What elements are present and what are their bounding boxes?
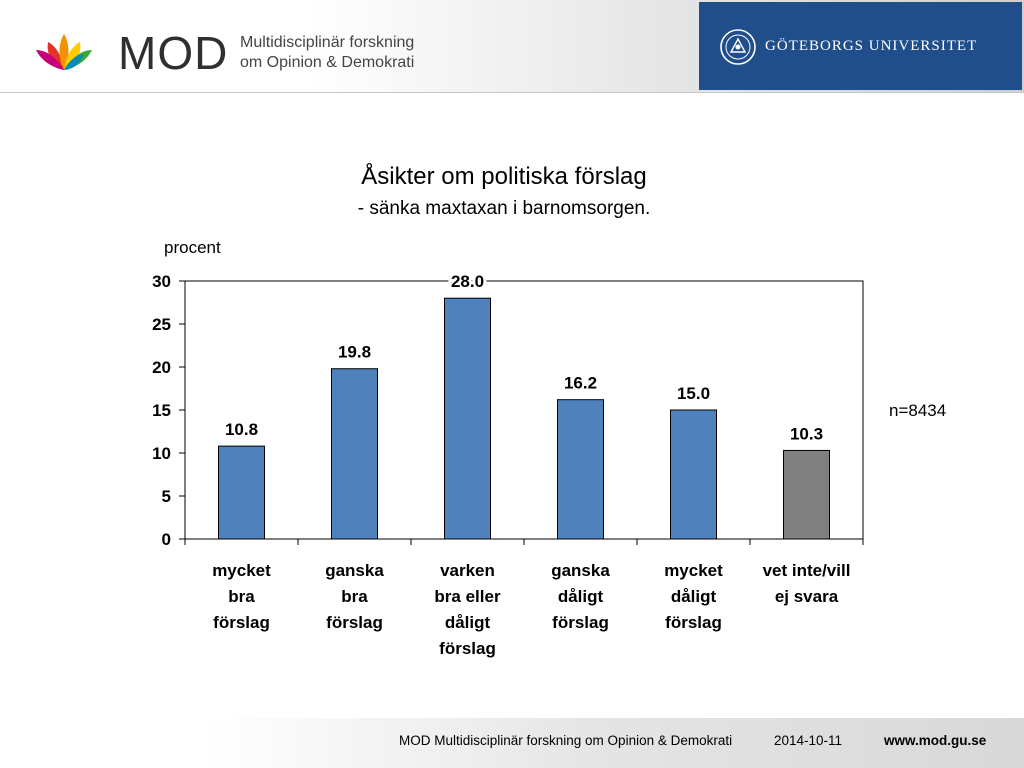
x-category-label-line: förslag [213, 613, 270, 632]
footer-bar [0, 718, 1024, 768]
plot-area [184, 280, 864, 540]
x-category-label-line: förslag [552, 613, 609, 632]
bar-value-label: 16.2 [564, 374, 597, 393]
x-category-label-line: förslag [439, 639, 496, 658]
x-category-label-line: dåligt [558, 587, 604, 606]
chart-title: Åsikter om politiska förslag [361, 163, 647, 190]
footer-date: 2014-10-11 [774, 733, 843, 748]
bar-value-label: 15.0 [677, 384, 710, 403]
org-name-line1: Multidisciplinär forskning [240, 34, 415, 51]
x-category-label: ganska dåligt förslag [551, 561, 610, 632]
footer-org-name: MOD Multidisciplinär forskning om Opinio… [399, 733, 733, 748]
x-category-label-line: varken [440, 561, 495, 580]
x-category-label-line: mycket [664, 561, 723, 580]
x-category-label: ganska bra förslag [325, 561, 384, 632]
bar [670, 409, 717, 540]
x-category-label-line: dåligt [445, 613, 491, 632]
bar-value-label: 28.0 [451, 272, 484, 291]
y-tick-label: 0 [162, 530, 171, 549]
bar [218, 445, 265, 540]
sample-size-annotation: n=8434 [889, 401, 947, 420]
y-tick-label: 15 [152, 401, 171, 420]
bar [557, 399, 604, 540]
y-tick-label: 20 [152, 358, 171, 377]
bar [444, 297, 491, 540]
x-category-label: vet inte/vill ej svara [763, 561, 851, 606]
x-category-label-line: ganska [325, 561, 384, 580]
x-category-label: mycket bra förslag [212, 561, 271, 632]
bar [331, 368, 378, 540]
x-category-label-line: bra [341, 587, 368, 606]
x-category-label-line: bra [228, 587, 255, 606]
org-name-line2: om Opinion & Demokrati [240, 54, 415, 71]
university-panel: GÖTEBORGS UNIVERSITET [699, 2, 1022, 90]
mod-flower-logo-icon [36, 34, 92, 70]
header-banner: MOD Multidisciplinär forskning om Opinio… [0, 0, 1024, 93]
y-tick-label: 30 [152, 272, 171, 291]
x-category-label-line: dåligt [671, 587, 717, 606]
y-tick-label: 10 [152, 444, 171, 463]
university-name: GÖTEBORGS UNIVERSITET [765, 38, 978, 54]
x-category-label-line: förslag [665, 613, 722, 632]
bar-value-label: 10.3 [790, 424, 823, 443]
bar-value-label: 19.8 [338, 343, 371, 362]
x-category-label: varken bra eller dåligt förslag [434, 561, 501, 658]
mod-logo-text: MOD [118, 27, 229, 79]
bar-value-label: 10.8 [225, 420, 258, 439]
bar-chart: 0 5 10 15 20 25 30 10.8 mycket bra förslag 19.8 gans… [152, 272, 864, 658]
x-category-label-line: vet inte/vill [763, 561, 851, 580]
footer-website-link[interactable]: www.mod.gu.se [884, 733, 987, 748]
x-category-label-line: bra eller [434, 587, 501, 606]
x-category-label: mycket dåligt förslag [664, 561, 723, 632]
x-category-label-line: mycket [212, 561, 271, 580]
chart-subtitle: - sänka maxtaxan i barnomsorgen. [357, 198, 651, 219]
x-category-label-line: ganska [551, 561, 610, 580]
bar [783, 449, 830, 540]
y-tick-label: 25 [152, 315, 171, 334]
x-category-label-line: förslag [326, 613, 383, 632]
y-tick-label: 5 [162, 487, 171, 506]
x-category-label-line: ej svara [775, 587, 839, 606]
y-axis-label: procent [164, 238, 221, 257]
university-seal-icon [720, 29, 756, 65]
